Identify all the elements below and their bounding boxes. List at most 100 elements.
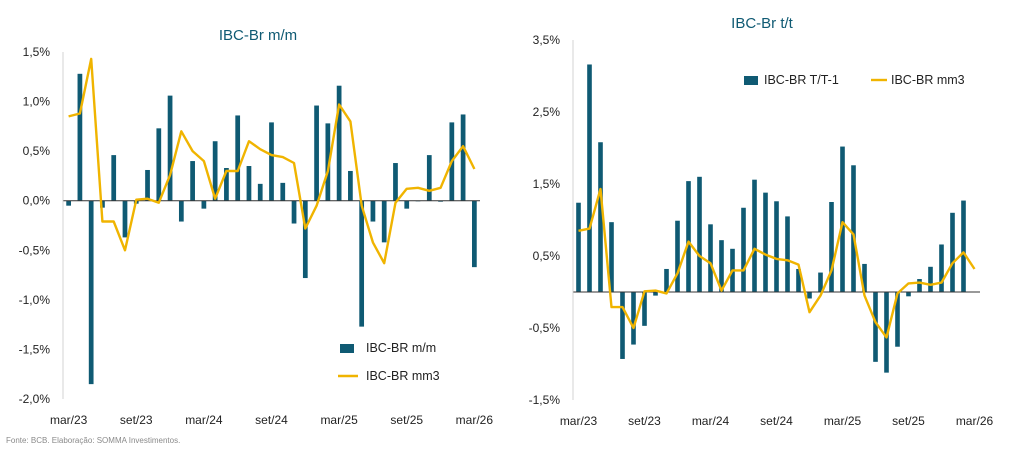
legend: IBC-BR T/T-1 IBC-BR mm3 bbox=[744, 73, 965, 87]
legend-label-bar: IBC-BR m/m bbox=[366, 341, 436, 355]
bar-17 bbox=[752, 179, 757, 292]
legend-label-bar: IBC-BR T/T-1 bbox=[764, 73, 839, 87]
bar-16 bbox=[235, 115, 241, 201]
bar-13 bbox=[201, 200, 207, 209]
bar-4 bbox=[100, 200, 105, 208]
x-tick-label: set/25 bbox=[892, 414, 925, 428]
bar-15 bbox=[224, 167, 229, 201]
chart-panel-1: IBC-Br m/m 1,5% 1,0% 0,5% 0,0% -0,5% -1,0% -1,5… bbox=[19, 27, 494, 427]
x-tick-label: set/23 bbox=[628, 414, 661, 428]
bar-8 bbox=[145, 169, 150, 201]
legend-swatch-bar bbox=[744, 76, 758, 85]
y-tick-label: 2,5% bbox=[533, 105, 561, 119]
bar-21 bbox=[291, 200, 297, 224]
bar-18 bbox=[257, 183, 263, 201]
bar-19 bbox=[269, 122, 274, 201]
y-tick-label: -0,5% bbox=[19, 243, 51, 257]
x-tick-label: mar/26 bbox=[956, 414, 994, 428]
bar-30 bbox=[393, 163, 398, 201]
x-tick-label: mar/24 bbox=[185, 413, 223, 427]
bar-4 bbox=[609, 222, 614, 292]
bar-5 bbox=[111, 155, 117, 201]
chart-title: IBC-Br m/m bbox=[219, 27, 297, 44]
bar-1 bbox=[576, 202, 581, 292]
y-tick-label: -1,5% bbox=[529, 393, 561, 407]
chart-title: IBC-Br t/t bbox=[731, 15, 794, 32]
chart-panel-2: IBC-Br t/t 3,5% 2,5% 1,5% 0,5% -0,5% -1,5% mar/… bbox=[529, 15, 994, 428]
legend-swatch-bar bbox=[340, 344, 354, 353]
bar-11 bbox=[686, 181, 691, 292]
bar-28 bbox=[370, 200, 376, 222]
series-line-mm3 bbox=[68, 57, 476, 265]
bar-19 bbox=[774, 201, 779, 292]
y-tick-label: 0,5% bbox=[23, 144, 51, 158]
y-tick-label: 1,5% bbox=[533, 177, 561, 191]
x-tick-label: mar/24 bbox=[692, 414, 730, 428]
legend-label-line: IBC-BR mm3 bbox=[366, 369, 440, 383]
bar-30 bbox=[895, 292, 900, 347]
x-tick-label: mar/25 bbox=[320, 413, 358, 427]
bar-29 bbox=[884, 292, 889, 373]
source-note: Fonte: BCB. Elaboração: SOMMA Investimen… bbox=[6, 436, 181, 445]
series-line-mm3 bbox=[578, 187, 976, 339]
bar-28 bbox=[873, 292, 878, 362]
x-tick-label: set/24 bbox=[255, 413, 288, 427]
bar-34 bbox=[939, 244, 944, 292]
bar-7 bbox=[642, 292, 647, 326]
bar-18 bbox=[763, 192, 768, 292]
bar-14 bbox=[719, 240, 724, 292]
bar-6 bbox=[122, 200, 128, 238]
x-tick-label: mar/23 bbox=[50, 413, 88, 427]
bar-1 bbox=[66, 200, 72, 206]
bar-13 bbox=[708, 224, 713, 292]
bar-26 bbox=[348, 170, 353, 201]
bar-27 bbox=[862, 263, 867, 292]
y-tick-label: -2,0% bbox=[19, 392, 51, 406]
y-tick-label: 1,5% bbox=[23, 45, 51, 59]
x-tick-label: mar/26 bbox=[456, 413, 494, 427]
y-tick-label: 0,5% bbox=[533, 249, 561, 263]
bar-25 bbox=[336, 85, 342, 201]
bar-12 bbox=[190, 161, 195, 201]
bar-25 bbox=[840, 146, 845, 292]
x-tick-label: mar/25 bbox=[824, 414, 862, 428]
x-tick-label: set/23 bbox=[120, 413, 153, 427]
bar-17 bbox=[246, 166, 252, 201]
bar-26 bbox=[851, 165, 856, 292]
legend-label-line: IBC-BR mm3 bbox=[891, 73, 965, 87]
y-tick-label: 1,0% bbox=[23, 95, 51, 109]
bar-6 bbox=[631, 292, 636, 345]
bar-36 bbox=[460, 114, 466, 201]
bar-35 bbox=[950, 212, 955, 292]
bar-12 bbox=[697, 176, 702, 292]
bar-21 bbox=[796, 268, 801, 292]
x-tick-label: set/25 bbox=[390, 413, 423, 427]
bar-20 bbox=[785, 216, 790, 292]
bar-22 bbox=[807, 292, 812, 299]
bar-8 bbox=[653, 292, 658, 296]
bar-9 bbox=[664, 268, 669, 292]
bar-23 bbox=[314, 105, 319, 201]
bar-20 bbox=[280, 182, 286, 201]
bar-3 bbox=[88, 200, 94, 385]
bar-36 bbox=[961, 200, 966, 292]
legend: IBC-BR m/m IBC-BR mm3 bbox=[338, 341, 440, 383]
bar-37 bbox=[471, 200, 477, 268]
bar-31 bbox=[404, 200, 410, 209]
bar-5 bbox=[620, 292, 625, 359]
bar-32 bbox=[917, 279, 922, 292]
bar-33 bbox=[928, 266, 933, 292]
bar-2 bbox=[587, 64, 592, 292]
bar-23 bbox=[818, 272, 823, 292]
y-tick-label: 0,0% bbox=[23, 194, 51, 208]
bar-31 bbox=[906, 292, 911, 297]
bar-29 bbox=[381, 200, 387, 243]
bar-24 bbox=[325, 123, 331, 201]
bar-11 bbox=[178, 200, 184, 222]
y-tick-label: 3,5% bbox=[533, 33, 561, 47]
bar-27 bbox=[359, 200, 365, 327]
bar-9 bbox=[156, 128, 162, 201]
bar-10 bbox=[675, 220, 680, 292]
bar-16 bbox=[741, 207, 746, 292]
